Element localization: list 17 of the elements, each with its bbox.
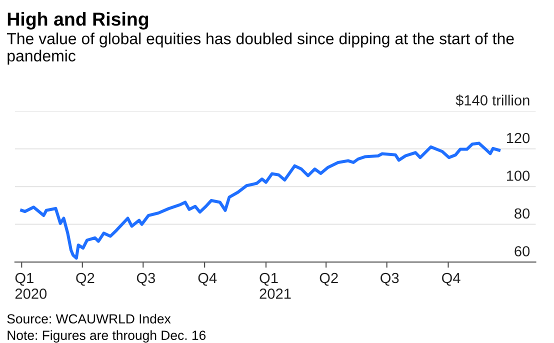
x-tick-label: Q3 — [380, 272, 399, 286]
y-tick-label: 120 — [506, 132, 530, 144]
x-tick-label: Q4 — [442, 272, 460, 286]
x-tick-label: Q2 — [76, 272, 94, 286]
chart-subtitle: The value of global equities has doubled since dipping at the start of the pandemic — [7, 32, 514, 65]
x-tick-label: Q1 2021 — [260, 272, 291, 299]
y-tick-label: 80 — [514, 208, 530, 219]
chart-title: High and Rising — [8, 12, 148, 30]
x-tick-label: Q2 — [320, 272, 338, 286]
y-tick-label: 60 — [514, 246, 530, 256]
x-tick-label: Q3 — [136, 272, 156, 286]
y-tick-label: 100 — [506, 170, 530, 181]
source-note: Source: WCAUWRLD Index — [7, 314, 171, 324]
y-tick-label: $140 trillion — [456, 94, 530, 106]
x-tick-label: Q1 2020 — [15, 272, 47, 299]
x-tick-label: Q4 — [198, 272, 217, 286]
text: Note: Figures are through Dec. 16 — [8, 330, 206, 343]
